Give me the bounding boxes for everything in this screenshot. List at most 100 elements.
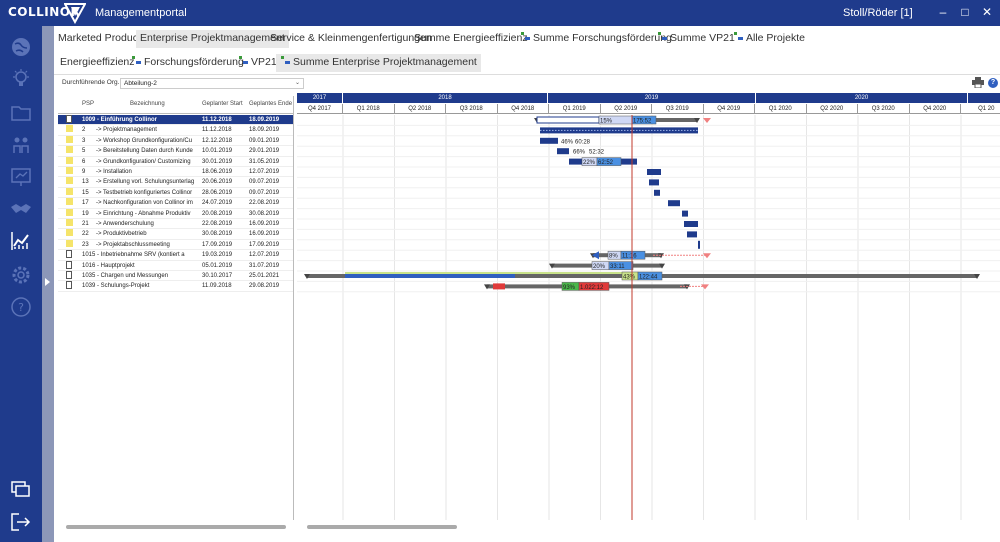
task-bar [557,148,569,155]
hours-label: 52:32 [589,150,605,156]
table-row[interactable]: 17 -> Nachkonfiguration von Collinor im 24… [58,198,293,209]
tab-summe-forschungsfoerderung[interactable]: Summe Forschungsförderung [516,30,676,48]
table-row[interactable]: 21 -> Anwenderschulung 22.08.2019 16.09.201… [58,219,293,230]
expand-arrow-icon[interactable] [45,278,50,286]
table-row[interactable]: 19 -> Einrichtung - Abnahme Produktiv 20.0… [58,208,293,219]
tab-forschungsfoerderung[interactable]: Forschungsförderung [127,54,248,72]
deadline-marker [703,118,711,123]
cell-end: 18.09.2019 [249,127,280,134]
close-button[interactable]: ✕ [981,5,993,19]
print-icon[interactable] [972,77,984,88]
grid-scrollbar[interactable] [58,524,294,530]
globe-icon[interactable] [9,36,33,60]
tab-summe-vp21[interactable]: Summe VP21 [653,30,739,48]
summary-start-marker [304,274,310,279]
hours-label-bg [637,271,663,281]
cell-name: -> Erstellung vorl. Schulungsunterlag [96,179,195,186]
quarter-cell: Q3 2018 [446,104,498,114]
cell-start: 19.03.2019 [202,252,233,259]
lightbulb-icon[interactable] [9,68,33,92]
maximize-button[interactable]: □ [961,5,969,19]
percent-label: 43% [623,275,636,281]
col-psp[interactable]: PSP [82,101,95,107]
cell-start: 11.12.2018 [202,127,232,134]
table-row[interactable]: 1009 - Einführung Collinor 11.12.2018 18.0… [58,115,293,126]
tab-service-kleinmengen[interactable]: Service & Kleinmengenfertigungen [270,32,432,44]
cell-end: 29.01.2019 [249,148,280,155]
table-row[interactable]: 15 -> Testbetrieb konfiguriertes Collinor… [58,187,293,199]
table-row[interactable]: 6 -> Grundkonfiguration/ Customizing 30.01… [58,156,293,167]
cell-end: 16.09.2019 [249,221,280,227]
table-row[interactable]: 22 -> Produktivbetrieb 30.08.2019 16.09.201… [58,229,293,240]
table-row[interactable]: 1016 - Hauptprojekt 05.01.2019 31.07.2019 [58,260,293,271]
col-end[interactable]: Geplantes Ende [249,101,293,107]
cell-psp: 1016 - Hauptprojekt [82,262,135,269]
cell-name: -> Bereitstellung Daten durch Kunde [96,148,193,155]
table-row[interactable]: 1035 - Chargen und Messungen 30.10.2017 25… [58,271,293,282]
cell-start: 12.12.2018 [202,137,233,144]
table-row[interactable]: 13 -> Erstellung vorl. Schulungsunterlag 2… [58,177,293,188]
cell-name: -> Testbetrieb konfiguriertes Collinor [96,189,193,196]
tree-icon [280,56,290,66]
tab-alle-projekte[interactable]: Alle Projekte [729,30,809,48]
col-start[interactable]: Geplanter Start [202,101,243,107]
presentation-icon[interactable] [9,166,33,190]
task-icon [66,146,73,154]
col-bezeichnung[interactable]: Bezeichnung [130,101,165,107]
percent-label: 46% [561,139,574,145]
table-row[interactable]: 23 -> Projektabschlussmeeting 17.09.2019 17… [58,239,293,251]
windows-icon[interactable] [10,480,32,500]
gear-icon[interactable] [9,264,33,288]
cell-end: 12.07.2019 [249,169,280,175]
tree-icon [238,56,248,66]
chart-icon[interactable] [9,230,33,254]
tab-vp21[interactable]: VP21 [234,54,281,72]
tab-bar-secondary: Energieeffizienz Forschungsförderung VP2… [54,52,1000,72]
cell-start: 20.06.2019 [202,179,233,186]
table-row[interactable]: 9 -> Installation 18.06.2019 12.07.2019 [58,167,293,178]
tab-energieeffizienz[interactable]: Energieeffizienz [60,56,135,68]
user-info[interactable]: Stoll/Röder [1] [843,7,913,19]
gantt-scrollbar[interactable] [303,524,993,530]
handshake-icon[interactable] [9,198,33,222]
gantt-scrollbar-thumb[interactable] [307,525,457,529]
table-row[interactable]: 2 -> Projektmanagement 11.12.2018 18.09.201… [58,125,293,136]
table-row[interactable]: 5 -> Bereitstellung Daten durch Kunde 10.0… [58,146,293,157]
cell-end: 12.07.2019 [249,252,280,259]
table-row[interactable]: 1015 - Inbetriebnahme SRV (kontiert a 19.… [58,250,293,261]
help-icon[interactable]: ? [9,296,33,320]
percent-label: 15% [600,119,613,125]
quarter-cell: Q4 2020 [909,104,961,114]
tab-summe-enterprise-pm[interactable]: Summe Enterprise Projektmanagement [276,54,481,72]
task-icon [66,187,73,195]
quarter-cell: Q2 2019 [600,104,652,114]
task-icon [66,135,73,143]
task-bar [647,169,661,175]
year-cell: 2020 [756,93,968,103]
table-row[interactable]: 1039 - Schulungs-Projekt 11.09.2018 29.08.… [58,281,293,292]
help-button[interactable]: ? [988,78,998,88]
hours-label: 33:11 [610,264,625,270]
percent-label: 22% [583,160,596,166]
logout-icon[interactable] [10,512,32,532]
tab-marketed-products[interactable]: Marketed Products [58,32,147,44]
gantt-chart: 2017 2018 2019 2020 Q4 2017 Q1 2018 Q2 2018 Q3… [297,93,1000,520]
tab-bar-primary: Marketed Products Enterprise Projektmana… [54,28,1000,50]
cell-psp: 1015 - Inbetriebnahme SRV (kontiert a [82,252,185,259]
quarter-cell: Q1 2020 [755,104,807,114]
cell-end: 22.08.2019 [249,200,280,207]
people-icon[interactable] [9,134,33,158]
folder-icon[interactable] [9,102,33,126]
tree-icon [131,56,141,66]
tab-enterprise-projektmanagement[interactable]: Enterprise Projektmanagement [136,30,289,48]
minimize-button[interactable]: – [939,5,947,19]
tab-summe-energieeffizienz[interactable]: Summe Energieeffizienz [414,32,528,44]
table-row[interactable]: 3 -> Workshop Grundkonfiguration/Cu 12.12.… [58,135,293,147]
org-filter-select[interactable]: Abteilung-2 ⌄ [120,78,304,89]
document-icon [66,281,72,290]
gantt-canvas: 15% 175:52 46% 60:28 66% 52:32 22% 62:52 8% 11:16… [297,115,1000,520]
grid-scrollbar-thumb[interactable] [66,525,286,529]
cell-psp: 19 [82,210,89,217]
task-icon [66,208,73,216]
cell-start: 30.01.2019 [202,158,233,165]
